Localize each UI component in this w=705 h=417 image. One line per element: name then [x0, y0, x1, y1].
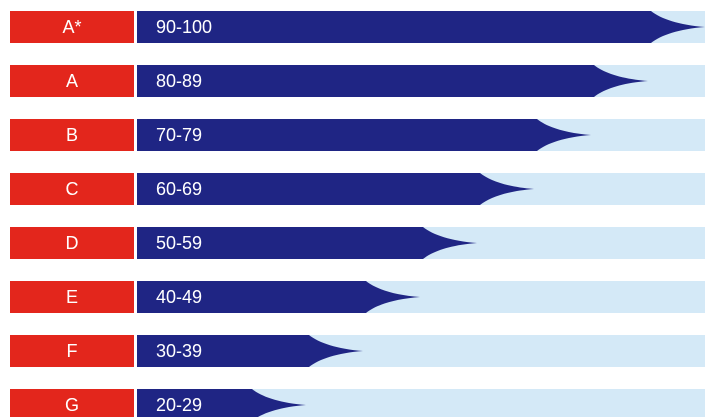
- grade-track: 20-29: [137, 389, 705, 417]
- range-label: 80-89: [156, 71, 203, 91]
- grade-bar: [137, 65, 648, 97]
- grade-row: F 30-39: [10, 335, 705, 367]
- grade-bar: [137, 173, 534, 205]
- grade-track: 80-89: [137, 65, 705, 97]
- grade-track: 50-59: [137, 227, 705, 259]
- grade-label: C: [10, 173, 134, 205]
- range-label: 50-59: [156, 233, 203, 253]
- grade-row: E 40-49: [10, 281, 705, 313]
- grade-bar: [137, 11, 705, 43]
- grade-label: F: [10, 335, 134, 367]
- grade-label: B: [10, 119, 134, 151]
- range-label: 40-49: [156, 287, 203, 307]
- grade-row: B 70-79: [10, 119, 705, 151]
- grade-bar-graphic: [137, 119, 705, 151]
- grade-track: 30-39: [137, 335, 705, 367]
- grade-label: G: [10, 389, 134, 417]
- grade-bar: [137, 119, 591, 151]
- grade-row: D 50-59: [10, 227, 705, 259]
- grade-bar-graphic: [137, 11, 705, 43]
- grade-row: C 60-69: [10, 173, 705, 205]
- grade-bar-graphic: [137, 227, 705, 259]
- grade-bar-graphic: [137, 65, 705, 97]
- grade-row: A 80-89: [10, 65, 705, 97]
- grade-track: 60-69: [137, 173, 705, 205]
- grade-bar: [137, 389, 306, 417]
- grade-bar: [137, 335, 363, 367]
- range-label: 30-39: [156, 341, 203, 361]
- grade-row: A* 90-100: [10, 11, 705, 43]
- grade-bar-graphic: [137, 335, 705, 367]
- grade-bar-graphic: [137, 389, 705, 417]
- grade-bar: [137, 227, 477, 259]
- range-label: 20-29: [156, 395, 203, 415]
- grade-track: 40-49: [137, 281, 705, 313]
- grade-track: 90-100: [137, 11, 705, 43]
- grade-row: G 20-29: [10, 389, 705, 417]
- range-label: 60-69: [156, 179, 203, 199]
- grade-bar-graphic: [137, 173, 705, 205]
- grade-bar: [137, 281, 420, 313]
- grade-label: D: [10, 227, 134, 259]
- range-label: 70-79: [156, 125, 203, 145]
- grade-label: E: [10, 281, 134, 313]
- range-label: 90-100: [156, 17, 213, 37]
- grade-track: 70-79: [137, 119, 705, 151]
- grade-bar-graphic: [137, 281, 705, 313]
- grade-label: A*: [10, 11, 134, 43]
- grade-label: A: [10, 65, 134, 97]
